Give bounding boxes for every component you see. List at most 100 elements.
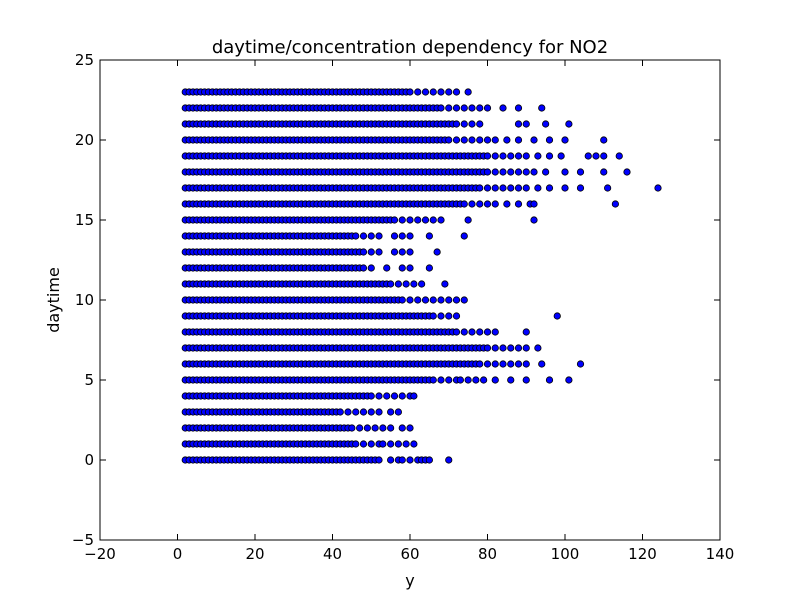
data-point: [503, 136, 511, 144]
data-point: [584, 152, 592, 160]
data-point: [530, 200, 538, 208]
data-point: [421, 296, 430, 304]
data-point: [499, 184, 507, 192]
data-point: [514, 184, 523, 192]
data-point: [468, 328, 476, 336]
data-point: [394, 280, 402, 288]
data-point: [483, 136, 492, 144]
data-point: [445, 136, 453, 144]
data-point: [367, 392, 375, 400]
data-point: [402, 440, 410, 448]
data-point: [452, 312, 461, 320]
data-point: [452, 328, 461, 336]
data-point: [476, 136, 484, 144]
y-axis-label: daytime: [44, 267, 63, 333]
data-point: [367, 232, 375, 240]
data-point: [476, 184, 484, 192]
data-point: [356, 424, 364, 432]
x-axis-ticks: −20 0 20 40 60 80 100 120 140: [84, 60, 734, 563]
data-point: [530, 168, 538, 176]
data-point: [460, 200, 468, 208]
data-point: [383, 392, 391, 400]
data-point: [483, 328, 492, 336]
data-point: [375, 392, 383, 400]
data-point: [507, 184, 515, 192]
data-point: [410, 280, 418, 288]
data-point: [464, 376, 472, 384]
data-point: [507, 360, 515, 368]
data-point: [460, 328, 468, 336]
data-point: [375, 232, 383, 240]
data-point: [425, 264, 433, 272]
data-point: [398, 232, 406, 240]
data-point: [406, 456, 414, 464]
data-point: [483, 152, 492, 160]
y-tick-label: −5: [72, 531, 94, 549]
data-point: [387, 408, 395, 416]
data-point: [445, 312, 453, 320]
data-point: [452, 120, 461, 128]
data-point: [352, 440, 360, 448]
y-tick-label: 20: [75, 131, 94, 149]
x-tick-label: 20: [245, 545, 264, 563]
data-point: [441, 280, 449, 288]
data-point: [348, 424, 356, 432]
data-point: [491, 344, 499, 352]
data-point: [460, 232, 468, 240]
data-point: [394, 408, 402, 416]
data-point: [530, 216, 538, 224]
data-point: [476, 328, 484, 336]
data-point: [507, 376, 515, 384]
data-point: [406, 88, 414, 96]
data-point: [452, 88, 461, 96]
x-axis-label: y: [405, 571, 414, 590]
data-point: [406, 424, 414, 432]
data-point: [394, 440, 402, 448]
data-point: [654, 184, 662, 192]
data-point: [522, 344, 530, 352]
data-point: [429, 216, 437, 224]
data-point: [359, 440, 368, 448]
data-point: [499, 152, 507, 160]
data-point: [410, 440, 418, 448]
data-point: [565, 376, 573, 384]
data-point: [542, 120, 550, 128]
data-point: [522, 184, 530, 192]
data-point: [623, 168, 631, 176]
data-point: [480, 376, 488, 384]
data-point: [336, 408, 344, 416]
data-point: [491, 152, 499, 160]
x-tick-label: 100: [551, 545, 580, 563]
data-point: [507, 344, 515, 352]
data-point: [352, 408, 360, 416]
data-point: [468, 200, 476, 208]
data-point: [398, 392, 406, 400]
data-point: [491, 168, 499, 176]
data-point: [414, 88, 422, 96]
data-point: [464, 88, 472, 96]
data-point: [398, 264, 406, 272]
data-point: [387, 440, 395, 448]
data-point: [460, 296, 468, 304]
data-point: [576, 184, 585, 192]
data-point: [452, 104, 461, 112]
data-point: [398, 424, 406, 432]
data-point: [483, 344, 492, 352]
data-point: [371, 424, 379, 432]
data-point: [507, 152, 515, 160]
data-point: [545, 136, 554, 144]
data-point: [600, 136, 608, 144]
data-point: [367, 248, 375, 256]
data-point: [460, 120, 468, 128]
data-point: [363, 424, 371, 432]
data-point: [390, 392, 399, 400]
data-point: [514, 104, 523, 112]
data-point: [534, 344, 542, 352]
data-point: [437, 376, 445, 384]
data-point: [522, 152, 530, 160]
data-point: [483, 104, 492, 112]
data-point: [367, 440, 375, 448]
data-point: [542, 168, 550, 176]
data-point: [425, 456, 433, 464]
data-point: [491, 376, 499, 384]
